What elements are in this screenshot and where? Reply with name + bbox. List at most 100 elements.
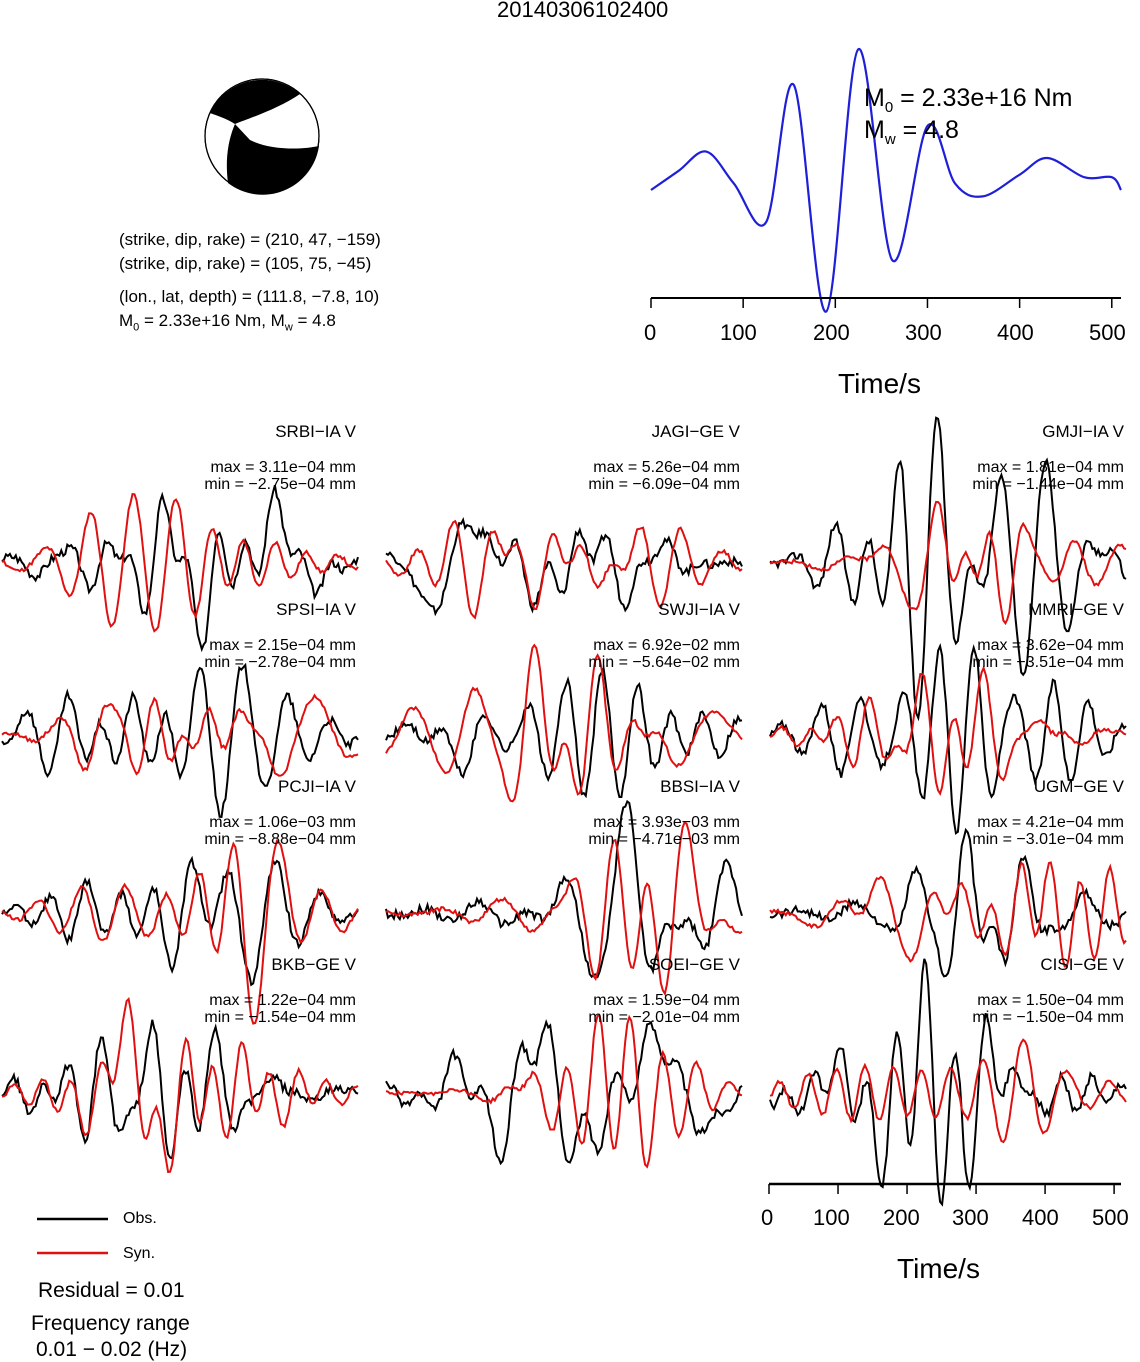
m0-symbol: M bbox=[119, 311, 134, 330]
station-name: BKB−GE V bbox=[271, 955, 356, 974]
station-name: PCJI−IA V bbox=[278, 777, 356, 796]
station-min: min = −5.64e−02 mm bbox=[588, 654, 740, 671]
syn-trace bbox=[1, 693, 359, 777]
syn-trace bbox=[1, 997, 359, 1174]
waveform-panels bbox=[1, 416, 1127, 1207]
stf-mw-val: = 4.8 bbox=[895, 116, 959, 144]
obs-trace bbox=[769, 416, 1127, 722]
station-max: max = 5.26e−04 mm bbox=[593, 459, 740, 476]
legend-obs-label: Obs. bbox=[123, 1210, 157, 1227]
stf-m0-label: M0 = 2.33e+16 Nm bbox=[864, 84, 1072, 116]
station-name: GMJI−IA V bbox=[1042, 422, 1124, 441]
stf-tick-0: 0 bbox=[644, 320, 657, 345]
station-max: max = 3.93e−03 mm bbox=[593, 814, 740, 831]
legend-lines bbox=[37, 1217, 108, 1255]
axis-xlabel: Time/s bbox=[897, 1253, 980, 1284]
station-name: SOEI−GE V bbox=[648, 955, 740, 974]
station-min: min = −1.44e−04 mm bbox=[972, 476, 1124, 493]
stf-mw-sub: w bbox=[884, 131, 896, 148]
syn-trace bbox=[769, 861, 1127, 968]
station-name: SWJI−IA V bbox=[658, 600, 740, 619]
mw-value: = 4.8 bbox=[292, 311, 336, 330]
stf-m0-val: = 2.33e+16 Nm bbox=[893, 84, 1073, 112]
station-min: min = −2.01e−04 mm bbox=[588, 1009, 740, 1026]
station-name: BBSI−IA V bbox=[660, 777, 740, 796]
axis-tick-300: 300 bbox=[952, 1205, 989, 1230]
station-max: max = 1.81e−04 mm bbox=[977, 459, 1124, 476]
syn-trace bbox=[385, 519, 743, 620]
station-min: min = −1.54e−04 mm bbox=[204, 1009, 356, 1026]
station-name: SRBI−IA V bbox=[275, 422, 356, 441]
m0-sub: 0 bbox=[133, 321, 140, 334]
freq-title: Frequency range bbox=[31, 1312, 190, 1335]
stf-m0-sub: 0 bbox=[884, 99, 894, 116]
station-min: min = −6.09e−04 mm bbox=[588, 476, 740, 493]
stf-tick-100: 100 bbox=[720, 320, 757, 345]
station-min: min = −4.71e−03 mm bbox=[588, 831, 740, 848]
residual-text: Residual = 0.01 bbox=[38, 1279, 185, 1302]
syn-trace bbox=[385, 821, 743, 997]
obs-trace bbox=[385, 799, 743, 979]
axis-tick-500: 500 bbox=[1092, 1205, 1129, 1230]
beachball-icon bbox=[204, 78, 320, 195]
syn-trace bbox=[385, 643, 743, 803]
station-name: UGM−GE V bbox=[1033, 777, 1124, 796]
obs-trace bbox=[1, 1019, 359, 1160]
stf-tick-300: 300 bbox=[905, 320, 942, 345]
stf-tick-200: 200 bbox=[813, 320, 850, 345]
obs-trace bbox=[385, 517, 743, 617]
plane1-text: (strike, dip, rake) = (210, 47, −159) bbox=[119, 230, 381, 249]
axis-tick-400: 400 bbox=[1022, 1205, 1059, 1230]
station-min: min = −8.88e−04 mm bbox=[204, 831, 356, 848]
obs-trace bbox=[1, 662, 359, 818]
station-name: CISI−GE V bbox=[1040, 955, 1124, 974]
stf-xlabel: Time/s bbox=[838, 368, 921, 399]
location-text: (lon., lat, depth) = (111.8, −7.8, 10) bbox=[119, 287, 380, 306]
station-max: max = 4.21e−04 mm bbox=[977, 814, 1124, 831]
stf-plot bbox=[650, 48, 1122, 313]
station-max: max = 3.11e−04 mm bbox=[210, 459, 356, 476]
station-max: max = 3.62e−04 mm bbox=[977, 637, 1124, 654]
freq-value: 0.01 − 0.02 (Hz) bbox=[36, 1338, 188, 1361]
syn-trace bbox=[1, 839, 359, 1025]
obs-trace bbox=[385, 1018, 743, 1166]
station-min: min = −2.78e−04 mm bbox=[204, 654, 356, 671]
station-min: min = −3.01e−04 mm bbox=[972, 831, 1124, 848]
syn-trace bbox=[769, 1038, 1127, 1144]
stf-tick-400: 400 bbox=[997, 320, 1034, 345]
obs-trace bbox=[1, 484, 359, 653]
legend-syn-label: Syn. bbox=[123, 1245, 156, 1262]
station-min: min = −3.51e−04 mm bbox=[972, 654, 1124, 671]
obs-trace bbox=[1, 855, 359, 987]
obs-trace bbox=[769, 827, 1127, 978]
stf-mw-label: Mw = 4.8 bbox=[864, 116, 959, 148]
axis-tick-100: 100 bbox=[813, 1205, 850, 1230]
stf-mw-sym: M bbox=[864, 116, 885, 144]
station-max: max = 1.22e−04 mm bbox=[209, 992, 356, 1009]
axis-tick-0: 0 bbox=[761, 1205, 774, 1230]
mw-sub: w bbox=[284, 321, 293, 334]
station-max: max = 1.59e−04 mm bbox=[593, 992, 740, 1009]
station-max: max = 6.92e−02 mm bbox=[593, 637, 740, 654]
station-min: min = −2.75e−04 mm bbox=[204, 476, 356, 493]
axis-tick-200: 200 bbox=[883, 1205, 920, 1230]
syn-trace bbox=[769, 665, 1127, 796]
moment-text: M0 = 2.33e+16 Nm, Mw = 4.8 bbox=[119, 311, 336, 337]
plane2-text: (strike, dip, rake) = (105, 75, −45) bbox=[119, 254, 372, 273]
syn-trace bbox=[385, 1014, 743, 1169]
station-max: max = 1.06e−03 mm bbox=[209, 814, 356, 831]
stf-m0-sym: M bbox=[864, 84, 885, 112]
m0-value: = 2.33e+16 Nm, M bbox=[139, 311, 285, 330]
station-max: max = 1.50e−04 mm bbox=[977, 992, 1124, 1009]
event-title: 20140306102400 bbox=[497, 0, 669, 22]
syn-trace bbox=[1, 493, 359, 633]
syn-trace bbox=[769, 500, 1127, 626]
station-min: min = −1.50e−04 mm bbox=[972, 1009, 1124, 1026]
stf-line bbox=[650, 48, 1122, 313]
obs-trace bbox=[385, 664, 743, 799]
waveform-axis bbox=[768, 1182, 1121, 1194]
station-name: MMRI−GE V bbox=[1028, 600, 1124, 619]
station-name: JAGI−GE V bbox=[651, 422, 740, 441]
station-name: SPSI−IA V bbox=[276, 600, 356, 619]
